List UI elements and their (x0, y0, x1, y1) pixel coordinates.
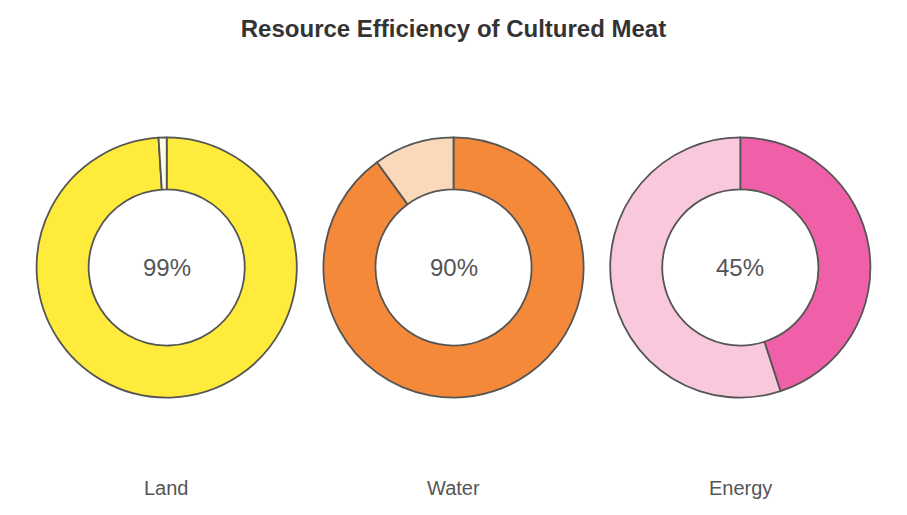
svg-text:Land: Land (144, 477, 189, 499)
svg-text:Water: Water (427, 477, 480, 499)
svg-text:Energy: Energy (709, 477, 772, 499)
svg-text:90%: 90% (430, 254, 478, 281)
svg-text:Resource Efficiency of Culture: Resource Efficiency of Cultured Meat (241, 15, 666, 42)
svg-text:45%: 45% (716, 254, 764, 281)
svg-text:99%: 99% (143, 254, 191, 281)
